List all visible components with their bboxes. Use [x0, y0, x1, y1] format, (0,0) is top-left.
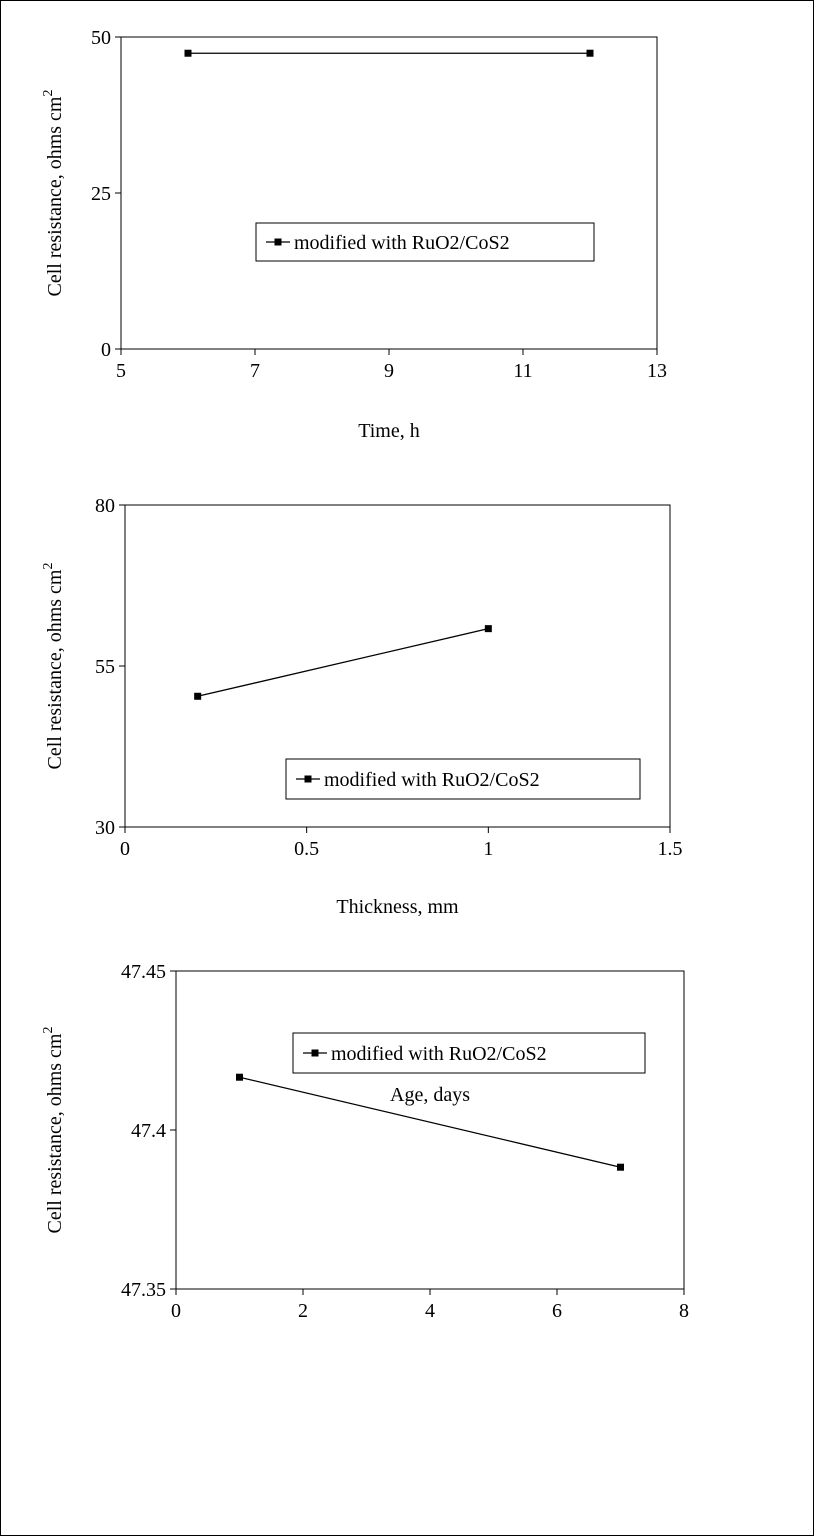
y-tick-label: 47.45 — [121, 961, 166, 983]
plot-area — [120, 36, 658, 350]
x-tick-label: 4 — [425, 1300, 435, 1322]
legend-label: modified with RuO2/CoS2 — [324, 769, 540, 791]
chart-3: 0 2 4 6 8 47.35 47.4 47.45 Age, days Cell resista… — [41, 961, 689, 1322]
y-axis-label: Cell resistance, ohms cm2 — [41, 1027, 66, 1234]
x-tick-label: 8 — [679, 1300, 689, 1322]
y-tick-label: 55 — [95, 656, 115, 678]
legend-label: modified with RuO2/CoS2 — [294, 232, 510, 254]
x-tick-label: 1.5 — [658, 838, 683, 860]
x-tick-label: 0 — [171, 1300, 181, 1322]
series-line — [197, 628, 489, 697]
x-tick-label: 11 — [513, 360, 532, 382]
legend-marker-icon — [311, 1049, 319, 1057]
x-tick-label: 2 — [298, 1300, 308, 1322]
x-tick-label: 9 — [384, 360, 394, 382]
y-axis-label-text: Cell resistance, ohms cm — [44, 1033, 66, 1233]
y-tick-label: 80 — [95, 495, 115, 517]
y-axis-label-superscript: 2 — [41, 1027, 56, 1034]
legend-marker-icon — [304, 775, 312, 783]
x-axis-label: Age, days — [390, 1084, 470, 1106]
y-tick-label: 47.4 — [131, 1120, 166, 1142]
legend: modified with RuO2/CoS2 — [255, 222, 595, 262]
data-point — [586, 49, 594, 57]
chart-1: 5 7 9 11 13 0 25 50 Time, h Cell resistance, ohms… — [41, 27, 667, 442]
x-tick-label: 6 — [552, 1300, 562, 1322]
legend-marker-icon — [274, 238, 282, 246]
data-point — [617, 1163, 624, 1171]
y-axis-label: Cell resistance, ohms cm2 — [41, 90, 66, 297]
x-axis-label: Time, h — [358, 420, 420, 442]
y-axis-label-text: Cell resistance, ohms cm — [44, 569, 66, 769]
data-point — [236, 1073, 243, 1081]
data-point — [484, 625, 492, 633]
legend-label: modified with RuO2/CoS2 — [331, 1043, 547, 1065]
x-tick-label: 1 — [483, 838, 493, 860]
x-tick-label: 0.5 — [294, 838, 319, 860]
series-line — [239, 1076, 621, 1168]
x-axis-label: Thickness, mm — [336, 896, 459, 918]
legend-box — [255, 222, 595, 262]
y-tick-label: 25 — [91, 183, 111, 205]
x-tick-label: 5 — [116, 360, 126, 382]
legend: modified with RuO2/CoS2 — [285, 758, 641, 800]
x-tick-label: 0 — [120, 838, 130, 860]
x-tick-label: 13 — [647, 360, 667, 382]
x-tick-label: 7 — [250, 360, 260, 382]
legend-box — [292, 1032, 646, 1074]
y-tick-label: 47.35 — [121, 1279, 166, 1301]
y-tick-label: 50 — [91, 27, 111, 49]
y-axis-label: Cell resistance, ohms cm2 — [41, 563, 66, 770]
y-tick-label: 0 — [101, 339, 111, 361]
y-axis-label-text: Cell resistance, ohms cm — [44, 96, 66, 296]
y-axis-label-superscript: 2 — [41, 90, 56, 97]
y-axis-label-superscript: 2 — [41, 563, 56, 570]
legend: modified with RuO2/CoS2 — [292, 1032, 646, 1074]
legend-box — [285, 758, 641, 800]
data-point — [184, 49, 192, 57]
data-point — [194, 692, 202, 700]
y-tick-label: 30 — [95, 817, 115, 839]
plot-area — [175, 970, 685, 1290]
chart-2: 0 0.5 1 1.5 30 55 80 Thickness, mm Cell resistan… — [41, 495, 683, 918]
